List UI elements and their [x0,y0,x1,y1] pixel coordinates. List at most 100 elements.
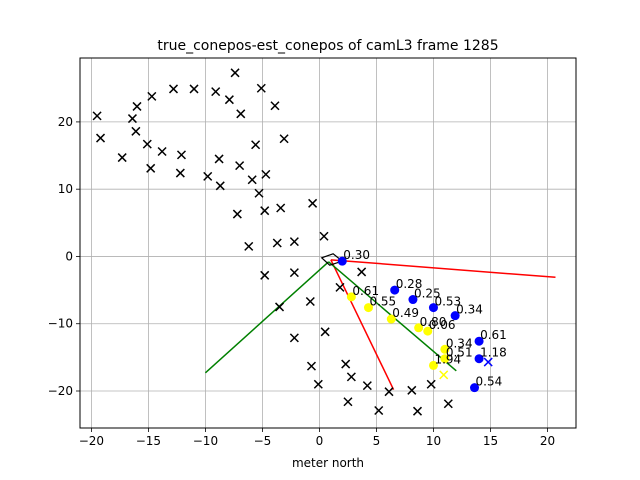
true-cone-marker [308,198,318,208]
true-cone-marker [215,181,225,191]
true-cone-marker [319,231,329,241]
cross-stroke [247,175,257,185]
true-cone-marker [95,133,106,143]
blue-cone-point [408,295,418,305]
cross-stroke [95,133,106,143]
cross-stroke [289,237,299,247]
cross-stroke [230,68,240,78]
true-cone-marker [260,270,270,280]
x-tick-label: −10 [193,434,218,448]
x-tick-label: 15 [483,434,498,448]
true-cone-marker [256,83,266,93]
true-cone-marker [276,203,286,213]
true-cone-marker [214,154,224,164]
cross-stroke [374,405,384,416]
cross-stroke [127,114,137,124]
true-cone-marker [335,282,345,292]
true-cone-marker [384,387,394,397]
true-cone-marker [117,153,127,163]
cross-stroke [272,238,282,248]
cross-stroke [214,154,224,164]
cross-stroke [260,270,270,280]
data-points [92,68,493,416]
distance-label: 0.34 [456,303,483,317]
estimated-yellow-cone-marker [439,370,449,380]
blue-cone-point [474,336,484,346]
true-cone-marker [305,296,315,307]
distance-label: 0.61 [480,328,507,342]
distance-label: 0.54 [476,375,503,389]
cross-stroke [244,241,254,251]
true-cone-marker [346,372,356,382]
true-cone-marker [261,169,271,179]
cross-stroke [362,381,372,391]
distance-label: 0.25 [414,287,441,301]
true-cone-marker [306,361,316,371]
true-cone-marker [289,268,299,278]
cross-stroke [412,406,423,416]
true-cone-marker [289,237,299,247]
cross-stroke [357,267,367,277]
cross-stroke [346,372,356,382]
cross-stroke [256,83,266,93]
y-tick-label: −10 [48,317,73,331]
cross-stroke [439,370,449,380]
cross-stroke [168,84,179,94]
x-tick-label: 10 [426,434,441,448]
blue-cone-point [390,285,400,295]
distance-label: 0.80 [420,315,447,329]
true-cone-marker [168,84,179,94]
distance-label: 0.61 [352,284,379,298]
distance-label: 0.34 [446,336,473,350]
x-axis-label: meter north [292,456,364,470]
distance-label: 0.30 [343,248,370,262]
blue-cone-point [428,303,438,313]
cross-stroke [236,109,246,119]
cross-stroke [270,101,280,111]
cross-stroke [289,268,299,278]
true-cone-marker [374,405,384,416]
cross-stroke [483,357,493,367]
true-cone-marker [251,140,261,150]
cross-stroke [235,161,245,171]
cross-stroke [175,168,185,178]
true-cone-marker [254,188,264,198]
cross-stroke [306,361,316,371]
plot-frame [79,57,577,429]
true-cone-marker [142,139,152,149]
distance-label: 0.55 [369,295,396,309]
cross-stroke [289,333,299,343]
true-cone-marker [176,150,187,160]
true-cone-marker [232,209,242,219]
yellow-cone-point [346,292,356,302]
fov-line [330,259,395,390]
true-cone-marker [244,241,254,251]
yellow-cone-point [428,360,438,370]
true-cone-marker [211,87,221,97]
cross-stroke [251,140,261,150]
true-cone-marker [147,91,157,101]
distance-label: 0.28 [396,277,423,291]
cross-stroke [343,397,353,407]
true-cone-marker [131,126,141,136]
true-cone-marker [362,381,372,391]
true-cone-marker [224,95,234,105]
fov-line [330,259,556,279]
true-cone-marker [175,168,185,178]
true-cone-marker [235,161,245,171]
true-cone-marker [146,163,156,173]
x-tick-label: −20 [79,434,104,448]
distance-label: 0.53 [434,295,461,309]
true-cone-marker [279,134,289,144]
cross-stroke [254,188,264,198]
cross-stroke [276,203,286,213]
true-cone-marker [341,359,351,369]
fov-line [204,261,330,374]
true-cone-marker [189,84,199,94]
true-cone-marker [203,171,213,181]
cross-stroke [147,91,157,101]
chart-title: true_conepos-est_conepos of camL3 frame … [157,38,498,54]
cross-stroke [275,302,285,312]
cross-stroke [341,359,351,369]
